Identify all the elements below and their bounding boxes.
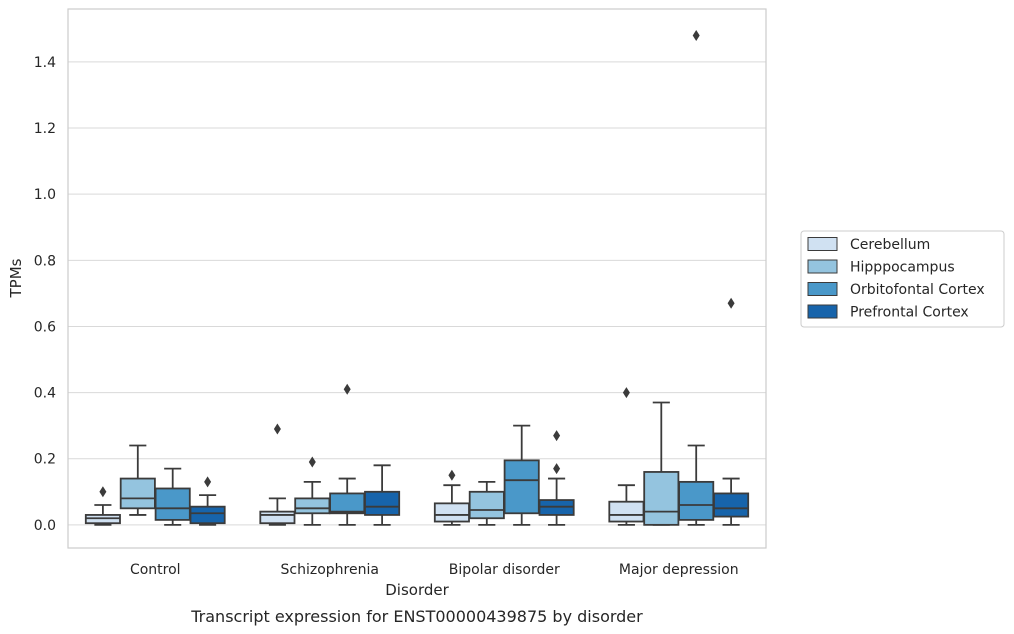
iqr-box	[119, 477, 156, 510]
legend-swatch	[807, 237, 838, 251]
outlier-point	[727, 297, 735, 309]
x-tick-label: Schizophrenia	[281, 562, 379, 578]
outlier-point	[308, 456, 316, 468]
box-orbitofontal-cortex	[678, 29, 715, 526]
iqr-box	[503, 459, 540, 515]
box-prefrontal-cortex	[713, 297, 750, 526]
iqr-box	[329, 492, 366, 515]
y-tick-label: 0.0	[34, 518, 56, 534]
iqr-box	[294, 497, 331, 515]
iqr-box	[713, 492, 750, 518]
box-hipppocampus	[119, 444, 156, 516]
gridlines	[68, 61, 766, 526]
box-prefrontal-cortex	[189, 476, 226, 526]
box-hipppocampus	[294, 456, 331, 526]
plot-frame	[67, 8, 767, 549]
x-axis-label: Disorder	[385, 581, 449, 599]
x-tick-labels: Control Schizophrenia Bipolar disorder Majo…	[130, 562, 739, 578]
y-tick-label: 0.6	[34, 319, 56, 335]
legend-swatch	[807, 304, 838, 319]
legend-label: Cerebellum	[850, 237, 930, 253]
boxes	[84, 29, 750, 526]
y-tick-label: 1.2	[34, 121, 56, 137]
iqr-box	[608, 500, 645, 523]
iqr-box	[154, 487, 191, 521]
x-tick-label: Bipolar disorder	[449, 562, 560, 578]
y-axis-label: TPMs	[7, 258, 25, 298]
iqr-box	[364, 490, 401, 516]
y-tick-label: 0.8	[34, 253, 56, 269]
box-orbitofontal-cortex	[154, 467, 191, 526]
x-tick-label: Major depression	[619, 562, 739, 578]
chart-caption: Transcript expression for ENST0000043987…	[190, 607, 643, 626]
y-tick-labels: 0.0 0.2 0.4 0.6 0.8 1.0 1.2 1.4	[34, 55, 56, 534]
legend: Cerebellum Hipppocampus Orbitofontal Corte…	[800, 230, 1005, 328]
legend-label: Hipppocampus	[850, 260, 955, 276]
iqr-box	[678, 480, 715, 521]
box-orbitofontal-cortex	[329, 383, 366, 526]
box-cerebellum	[608, 387, 645, 526]
box-cerebellum	[84, 486, 121, 526]
y-tick-label: 0.4	[34, 386, 56, 402]
legend-label: Orbitofontal Cortex	[850, 282, 985, 298]
y-tick-label: 1.0	[34, 187, 56, 203]
y-tick-label: 0.2	[34, 452, 56, 468]
box-prefrontal-cortex	[538, 430, 575, 526]
outlier-point	[553, 430, 561, 442]
box-cerebellum	[259, 423, 296, 526]
legend-swatch	[807, 282, 838, 296]
outlier-point	[99, 486, 107, 498]
outlier-point	[692, 29, 700, 41]
box-cerebellum	[433, 469, 470, 526]
iqr-box	[643, 471, 680, 526]
outlier-point	[343, 383, 351, 395]
iqr-box	[189, 505, 226, 525]
outlier-point	[204, 476, 212, 488]
legend-label: Prefrontal Cortex	[850, 305, 969, 321]
box-prefrontal-cortex	[364, 464, 401, 526]
legend-swatch	[807, 259, 838, 274]
iqr-box	[433, 502, 470, 523]
outlier-point	[553, 463, 561, 475]
outlier-point	[622, 387, 630, 399]
iqr-box	[468, 490, 505, 520]
outlier-point	[273, 423, 281, 435]
box-orbitofontal-cortex	[503, 424, 540, 526]
y-tick-label: 1.4	[34, 55, 56, 71]
box-hipppocampus	[643, 401, 680, 526]
outlier-point	[448, 469, 456, 481]
legend-frame	[800, 230, 1005, 328]
box-hipppocampus	[468, 480, 505, 526]
iqr-box	[259, 510, 296, 525]
x-tick-label: Control	[130, 562, 181, 578]
